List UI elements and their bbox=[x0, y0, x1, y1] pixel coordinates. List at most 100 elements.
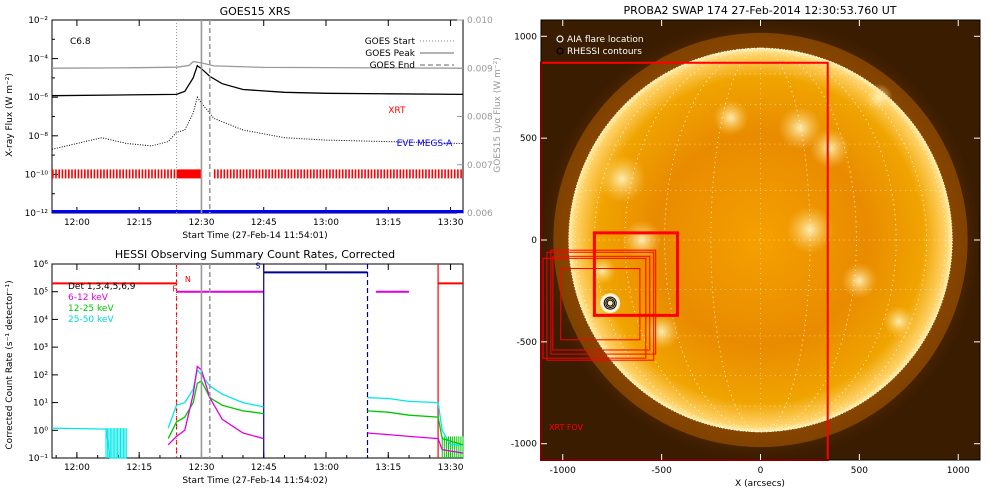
goes-xrt-dash bbox=[389, 169, 392, 179]
goes-xrt-dash bbox=[290, 169, 293, 179]
goes-xrt-dash bbox=[268, 169, 270, 179]
goes-xrt-dash bbox=[68, 169, 70, 179]
goes-xrt-dash bbox=[457, 169, 459, 179]
swap-active-region bbox=[598, 155, 646, 203]
goes-xrt-dash bbox=[421, 169, 424, 179]
goes-xrt-dash bbox=[281, 169, 283, 179]
goes-xrt-dash bbox=[377, 169, 379, 179]
goes-xrt-dash bbox=[271, 169, 274, 179]
goes-xrt-dash bbox=[405, 169, 408, 179]
hessi-x-tick-label: 13:30 bbox=[438, 463, 464, 473]
hessi-flag-label: N bbox=[185, 275, 191, 284]
swap-active-region bbox=[883, 305, 915, 338]
swap-x-tick-label: 1000 bbox=[947, 466, 970, 476]
goes-xrt-dash bbox=[338, 169, 341, 179]
goes-xrt-dash bbox=[239, 169, 242, 179]
goes-xrt-dash bbox=[245, 169, 248, 179]
goes-xrt-dash bbox=[261, 169, 264, 179]
goes-xrt-dash bbox=[213, 169, 216, 179]
swap-x-tick-label: 500 bbox=[851, 466, 868, 476]
hessi-y-tick-label: 10⁰ bbox=[33, 426, 48, 436]
swap-x-tick-label: -1000 bbox=[550, 466, 576, 476]
hessi-x-tick-label: 13:15 bbox=[375, 463, 401, 473]
hessi-y-tick-label: 10¹ bbox=[33, 399, 48, 409]
swap-fov-box bbox=[550, 249, 657, 355]
swap-longitude-line bbox=[624, 47, 897, 433]
swap-flare-glow bbox=[600, 293, 621, 314]
goes-xrt-dash bbox=[125, 169, 128, 179]
goes-xrt-dash bbox=[112, 169, 115, 179]
goes-xrt-dash bbox=[453, 169, 456, 179]
goes-xrt-dash bbox=[132, 169, 134, 179]
goes-y-tick-label: 10⁻⁴ bbox=[28, 55, 48, 65]
goes-eve-label: EVE MEGS-A bbox=[397, 139, 454, 149]
goes-title: GOES15 XRS bbox=[220, 5, 291, 18]
goes-xrt-dash bbox=[164, 169, 166, 179]
hessi-title: HESSI Observing Summary Count Rates, Cor… bbox=[115, 248, 395, 261]
goes-xrt-dash bbox=[418, 169, 421, 179]
goes-xrt-dash bbox=[284, 169, 286, 179]
swap-active-region bbox=[778, 106, 822, 150]
hessi-flag-label: S bbox=[255, 261, 260, 270]
hessi-y-tick-label: 10² bbox=[33, 371, 48, 381]
hessi-plot-frame bbox=[51, 263, 464, 459]
goes-xrt-dash bbox=[154, 169, 156, 179]
goes-xrt-dash bbox=[322, 169, 325, 179]
goes-xrt-dash bbox=[450, 169, 453, 179]
swap-active-region bbox=[588, 256, 617, 285]
hessi-y-tick-label: 10⁴ bbox=[33, 315, 48, 325]
swap-active-region bbox=[713, 99, 749, 136]
goes-xrt-dash bbox=[217, 169, 219, 179]
goes-series-line bbox=[51, 60, 464, 69]
goes-x-tick-label: 12:30 bbox=[188, 218, 214, 228]
goes-xrt-dash bbox=[329, 169, 331, 179]
hessi-series-line bbox=[367, 410, 464, 446]
goes-xrt-dash bbox=[135, 169, 137, 179]
goes-xrt-dash bbox=[103, 169, 105, 179]
swap-active-region bbox=[809, 128, 850, 169]
goes-flare-class: C6.8 bbox=[70, 37, 91, 47]
goes-legend-end: GOES End bbox=[370, 61, 415, 71]
swap-y-tick-label: 500 bbox=[520, 134, 537, 144]
goes-xrt-dash bbox=[361, 169, 363, 179]
goes-xrt-dash bbox=[223, 169, 226, 179]
hessi-x-tick-label: 13:00 bbox=[313, 463, 339, 473]
goes-y2-tick-label: 0.006 bbox=[467, 209, 493, 219]
goes-xrt-dash bbox=[399, 169, 402, 179]
goes-xrt-dash bbox=[319, 169, 322, 179]
hessi-legend-detectors: Det 1,3,4,5,6,9 bbox=[68, 282, 136, 292]
goes-plot-area: 12:00 12:15 12:30 12:45 13:00 13:15 13:30 10⁻¹²… bbox=[25, 16, 493, 228]
goes-xrt-dash bbox=[367, 169, 370, 179]
goes-xrt-dash bbox=[316, 169, 318, 179]
goes-xrt-dash bbox=[55, 169, 57, 179]
hessi-panel: HESSI Observing Summary Count Rates, Cor… bbox=[5, 248, 464, 486]
goes-xrt-dash bbox=[229, 169, 232, 179]
goes-xrt-dash bbox=[370, 169, 373, 179]
goes-y-tick-label: 10⁻² bbox=[28, 16, 48, 26]
hessi-legend-12-25: 12-25 keV bbox=[68, 304, 114, 314]
swap-fov-box bbox=[546, 251, 655, 361]
swap-longitude-line bbox=[664, 47, 857, 433]
swap-x-tick-label: 0 bbox=[758, 466, 764, 476]
goes-xrt-dash bbox=[157, 169, 160, 179]
goes-legend: GOES Start GOES Peak GOES End bbox=[365, 37, 454, 71]
goes-xrt-dash bbox=[74, 169, 76, 179]
swap-legend-aia: AIA flare location bbox=[567, 35, 644, 45]
goes-xrt-dash bbox=[236, 169, 238, 179]
swap-longitude-line bbox=[593, 47, 928, 433]
goes-xrt-dash bbox=[444, 169, 446, 179]
hessi-legend-25-50: 25-50 keV bbox=[68, 315, 114, 325]
goes-xrt-dash bbox=[84, 169, 86, 179]
swap-fov-box bbox=[552, 255, 651, 351]
goes-x-tick-label: 12:15 bbox=[126, 218, 152, 228]
goes-xrt-dash bbox=[277, 169, 280, 179]
goes-xrt-dash bbox=[325, 169, 328, 179]
goes-xrt-dash bbox=[386, 169, 389, 179]
hessi-series-line bbox=[51, 427, 127, 459]
hessi-legend-6-12: 6-12 keV bbox=[68, 293, 109, 303]
goes-xrt-dash bbox=[380, 169, 382, 179]
goes-xrt-dash bbox=[409, 169, 411, 179]
goes-xrt-dash bbox=[332, 169, 334, 179]
hessi-y-tick-label: 10⁶ bbox=[33, 260, 48, 270]
